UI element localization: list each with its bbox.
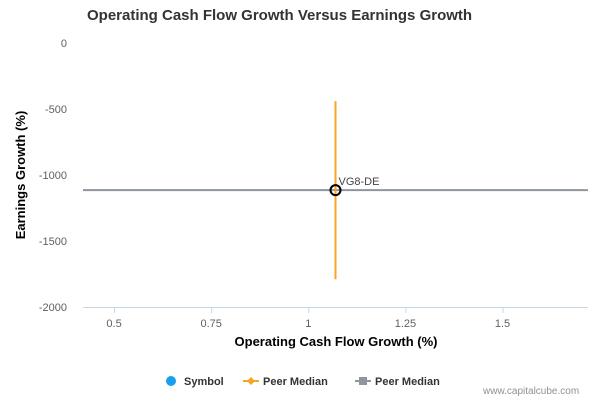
legend-symbol-circle-icon: [166, 376, 176, 386]
legend-square-icon: [359, 377, 367, 385]
x-tick-label: 0.75: [200, 318, 221, 330]
y-axis-title: Earnings Growth (%): [13, 111, 28, 240]
y-tick-label: -1000: [39, 170, 67, 182]
watermark: www.capitalcube.com: [483, 386, 580, 397]
x-tick-label: 0.5: [106, 318, 121, 330]
x-tick-label: 1.25: [395, 318, 416, 330]
x-tick-marks: [114, 307, 504, 313]
chart-title: Operating Cash Flow Growth Versus Earnin…: [87, 7, 473, 24]
legend-diamond-icon: [247, 377, 255, 385]
legend-item[interactable]: Peer Median: [355, 376, 440, 388]
x-tick-labels: 0.5 0.75 1 1.25 1.5: [106, 318, 510, 330]
data-point[interactable]: [329, 184, 342, 197]
legend-item[interactable]: Peer Median: [243, 376, 328, 388]
legend-label: Symbol: [184, 376, 224, 388]
y-tick-label: -2000: [39, 302, 67, 314]
y-tick-label: -500: [45, 104, 67, 116]
y-tick-labels: 0 -500 -1000 -1500 -2000: [39, 38, 67, 314]
legend: Symbol Peer Median Peer Median: [166, 376, 440, 388]
x-axis-title: Operating Cash Flow Growth (%): [235, 334, 438, 349]
median-lines: [83, 101, 588, 280]
legend-label: Peer Median: [263, 376, 328, 388]
y-tick-label: -1500: [39, 236, 67, 248]
x-tick-label: 1: [305, 318, 311, 330]
data-point-label: VG8-DE: [339, 176, 380, 188]
x-tick-label: 1.5: [495, 318, 510, 330]
legend-item[interactable]: Symbol: [166, 376, 224, 388]
points: VG8-DE: [329, 176, 380, 197]
y-tick-label: 0: [61, 38, 67, 50]
legend-label: Peer Median: [375, 376, 440, 388]
